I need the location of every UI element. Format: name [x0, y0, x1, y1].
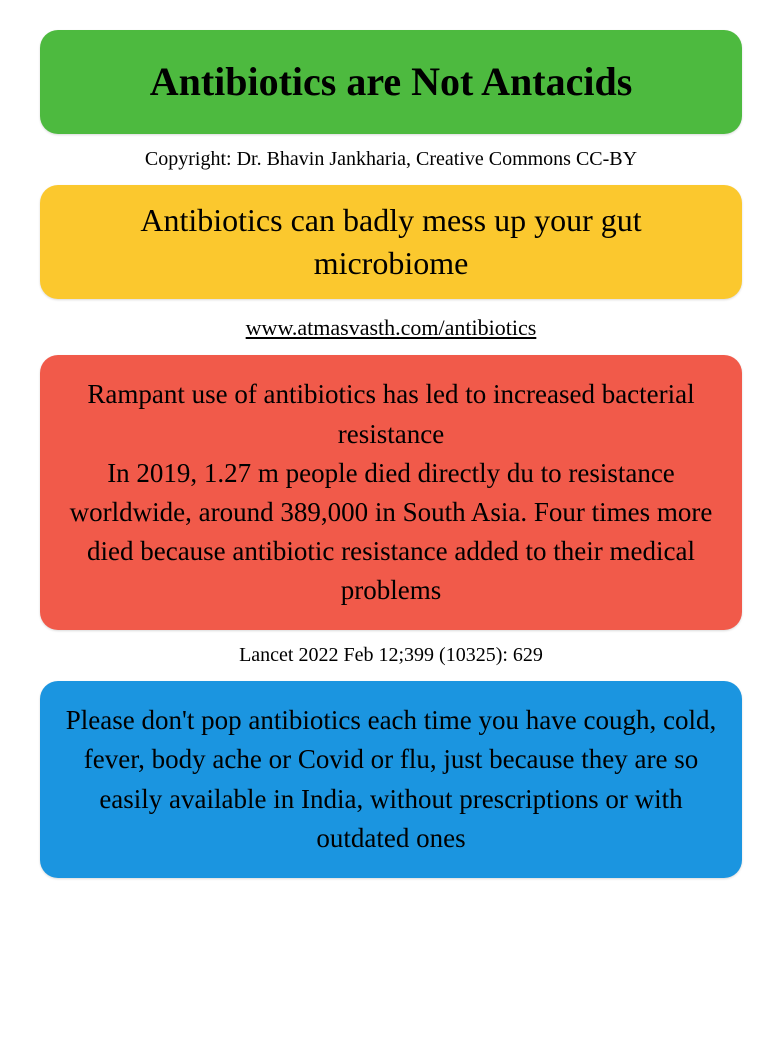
- subtitle-card: Antibiotics can badly mess up your gut m…: [40, 185, 742, 299]
- stats-card: Rampant use of antibiotics has led to in…: [40, 355, 742, 630]
- source-link[interactable]: www.atmasvasth.com/antibiotics: [246, 315, 537, 341]
- title-card: Antibiotics are Not Antacids: [40, 30, 742, 134]
- advice-card: Please don't pop antibiotics each time y…: [40, 681, 742, 878]
- copyright-line: Copyright: Dr. Bhavin Jankharia, Creativ…: [145, 148, 637, 171]
- citation-line: Lancet 2022 Feb 12;399 (10325): 629: [239, 644, 543, 667]
